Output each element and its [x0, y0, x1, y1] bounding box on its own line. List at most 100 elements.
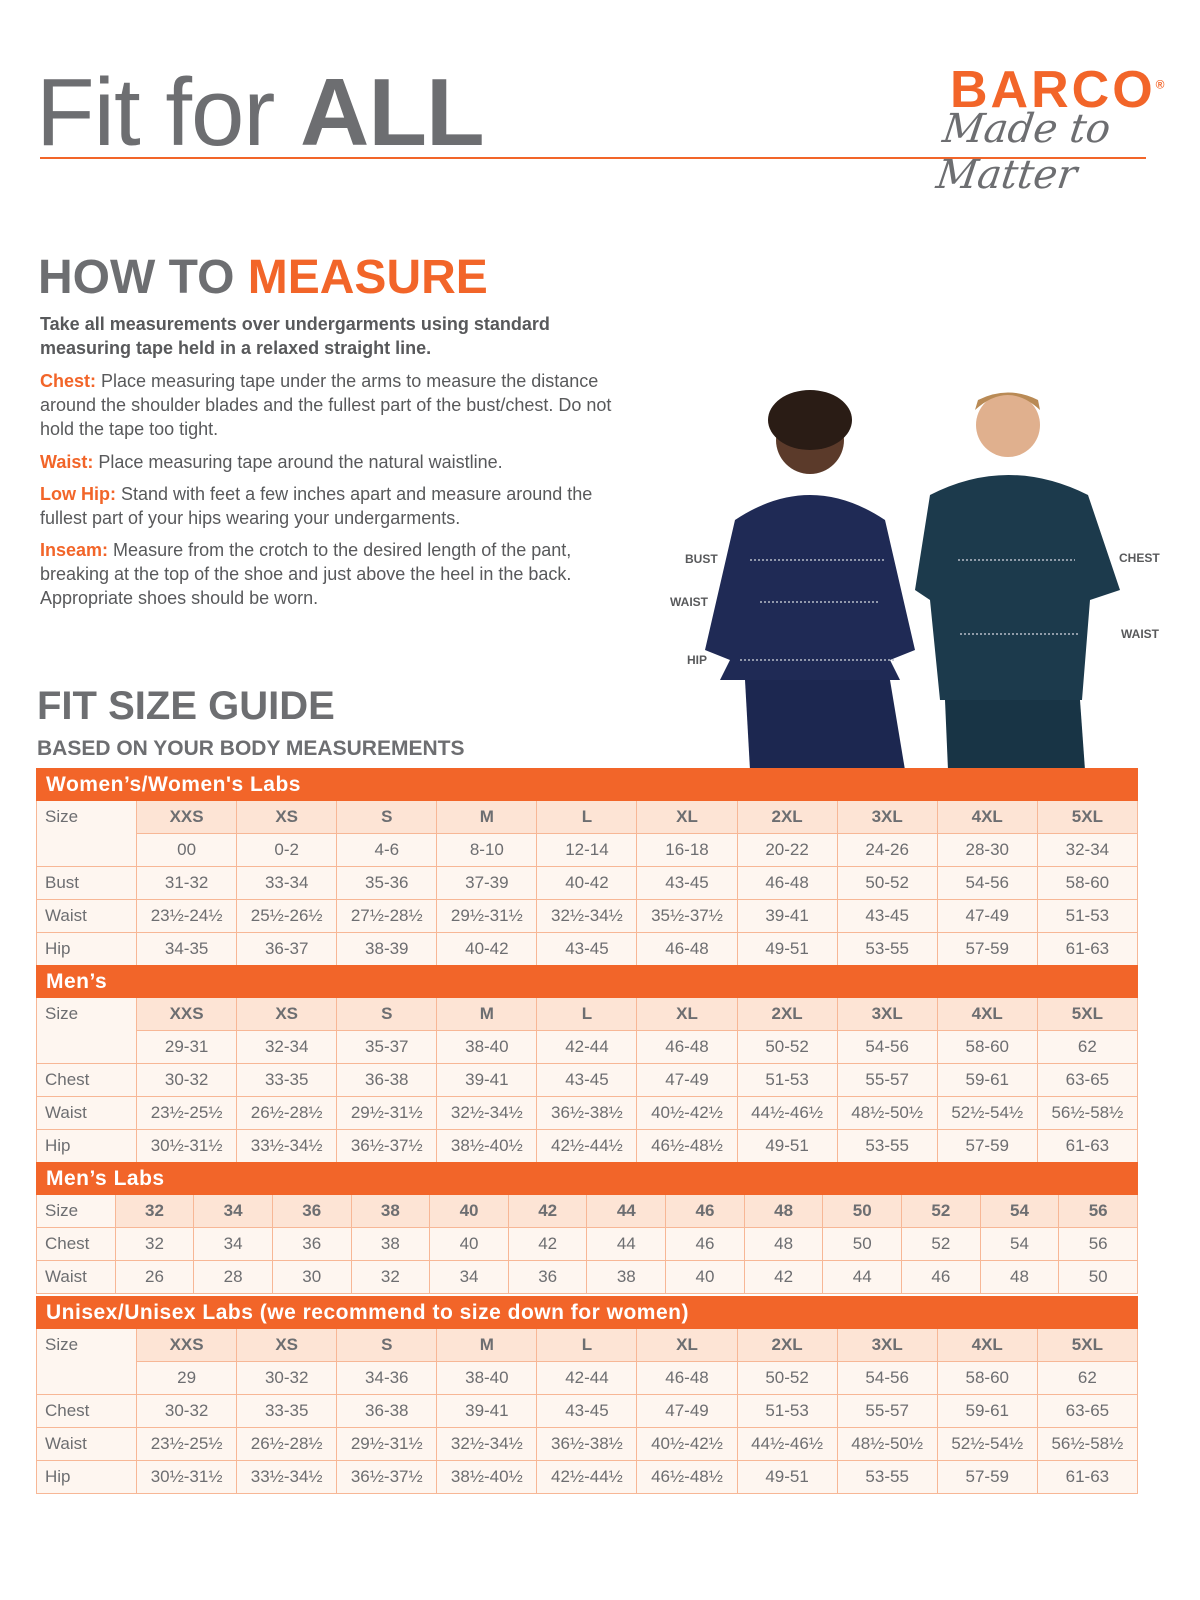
value-cell: 59-61 [936, 1063, 1038, 1097]
value-cell: 26½-28½ [236, 1096, 338, 1130]
numeric-size-cell: 35-37 [336, 1030, 438, 1064]
value-cell: 53-55 [836, 1129, 938, 1163]
value-cell: 32½-34½ [536, 899, 638, 933]
fit-size-guide-subheading: BASED ON YOUR BODY MEASUREMENTS [37, 737, 465, 760]
value-cell: 30½-31½ [136, 1129, 238, 1163]
value-cell: 47-49 [636, 1394, 738, 1428]
models-photo [705, 390, 1120, 770]
value-cell: 50-52 [836, 866, 938, 900]
value-cell: 61-63 [1036, 1129, 1139, 1163]
value-cell: 29½-31½ [336, 1096, 438, 1130]
value-cell: 30½-31½ [136, 1460, 238, 1494]
value-cell: 42 [507, 1227, 588, 1261]
row-label: Size [35, 997, 138, 1064]
row-label: Size [35, 1328, 138, 1395]
table-row: Hip 34-35 36-37 38-39 40-42 43-45 46-48 49-51 53… [35, 932, 1139, 966]
value-cell: 43-45 [536, 1394, 638, 1428]
value-cell: 36-37 [236, 932, 338, 966]
value-cell: 36 [271, 1227, 352, 1261]
value-cell: 39-41 [736, 899, 838, 933]
value-cell: 30-32 [136, 1394, 238, 1428]
size-table-0: Women’s/Women's Labs Size XXS XS S M L XL 2XL 3XL… [35, 768, 1139, 966]
value-cell: 26½-28½ [236, 1427, 338, 1461]
value-cell: 56½-58½ [1036, 1427, 1139, 1461]
value-cell: 35-36 [336, 866, 438, 900]
value-cell: 30-32 [136, 1063, 238, 1097]
size-cell: 36 [271, 1194, 352, 1228]
numeric-size-cell: 32-34 [1036, 833, 1139, 867]
value-cell: 40-42 [536, 866, 638, 900]
value-cell: 29½-31½ [436, 899, 538, 933]
value-cell: 36 [507, 1260, 588, 1294]
size-cell: 44 [586, 1194, 667, 1228]
size-cell: L [536, 1328, 638, 1362]
table-row: Bust 31-32 33-34 35-36 37-39 40-42 43-45 46-48 5… [35, 866, 1139, 900]
size-cell: 3XL [836, 1328, 938, 1362]
value-cell: 38½-40½ [436, 1129, 538, 1163]
value-cell: 61-63 [1036, 1460, 1139, 1494]
value-cell: 34 [429, 1260, 509, 1294]
value-cell: 43-45 [836, 899, 938, 933]
size-cell: 42 [507, 1194, 588, 1228]
brand-logo: BARCO® [950, 61, 1168, 119]
value-cell: 44½-46½ [736, 1427, 838, 1461]
woman-figure [705, 390, 915, 770]
value-cell: 40 [429, 1227, 509, 1261]
value-cell: 38 [350, 1227, 431, 1261]
numeric-size-cell: 50-52 [736, 1030, 838, 1064]
value-cell: 49-51 [736, 932, 838, 966]
value-cell: 51-53 [1036, 899, 1139, 933]
value-cell: 47-49 [636, 1063, 738, 1097]
value-cell: 38-39 [336, 932, 438, 966]
size-cell: S [336, 800, 438, 834]
size-cell: M [436, 1328, 538, 1362]
size-cell: XS [236, 800, 338, 834]
size-table-3: Unisex/Unisex Labs (we recommend to size… [35, 1296, 1139, 1494]
value-cell: 38½-40½ [436, 1460, 538, 1494]
value-cell: 48 [743, 1227, 824, 1261]
numeric-size-cell: 12-14 [536, 833, 638, 867]
value-cell: 33-34 [236, 866, 338, 900]
page-title: Fit for ALL [36, 59, 485, 166]
numeric-size-cell: 54-56 [836, 1030, 938, 1064]
size-cell: 4XL [936, 800, 1038, 834]
value-cell: 48½-50½ [836, 1427, 938, 1461]
measure-intro: Take all measurements over undergarments… [40, 314, 550, 358]
table-row: Waist 23½-25½ 26½-28½ 29½-31½ 32½-34½ 36½-38½… [35, 1096, 1139, 1130]
table-row: Waist 23½-24½ 25½-26½ 27½-28½ 29½-31½ 32½-34½… [35, 899, 1139, 933]
chest-label: CHEST [1119, 551, 1160, 565]
value-cell: 56 [1058, 1227, 1138, 1261]
man-figure [915, 392, 1120, 770]
size-cell: XS [236, 997, 338, 1031]
size-cell: 5XL [1036, 1328, 1139, 1362]
numeric-size-cell: 29-31 [136, 1030, 238, 1064]
value-cell: 46 [901, 1260, 981, 1294]
table-row: Hip 30½-31½ 33½-34½ 36½-37½ 38½-40½ 42½-44½ 46… [35, 1129, 1139, 1163]
value-cell: 54-56 [936, 866, 1038, 900]
value-cell: 55-57 [836, 1394, 938, 1428]
size-cell: L [536, 997, 638, 1031]
numeric-size-cell: 46-48 [636, 1361, 738, 1395]
row-label: Hip [35, 1129, 138, 1163]
table-row: Waist 23½-25½ 26½-28½ 29½-31½ 32½-34½ 36½-38½… [35, 1427, 1139, 1461]
table-row: Size XXS XS S M L XL 2XL 3XL 4XL 5XL [35, 1328, 1139, 1395]
value-cell: 42½-44½ [536, 1129, 638, 1163]
value-cell: 61-63 [1036, 932, 1139, 966]
table-row: Waist 26 28 30 32 34 36 38 40 42 44 46 48 50 [36, 1260, 1138, 1294]
value-cell: 40 [665, 1260, 745, 1294]
table-row: Size XXS XS S M L XL 2XL 3XL 4XL 5XL [35, 997, 1139, 1064]
numeric-size-cell: 0-2 [236, 833, 338, 867]
size-cell: 3XL [836, 997, 938, 1031]
numeric-size-cell: 29 [136, 1361, 238, 1395]
size-cell: 38 [350, 1194, 431, 1228]
size-cell: XXS [136, 997, 238, 1031]
numeric-size-cell: 30-32 [236, 1361, 338, 1395]
value-cell: 32½-34½ [436, 1096, 538, 1130]
numeric-size-cell: 32-34 [236, 1030, 338, 1064]
row-label: Hip [35, 1460, 138, 1494]
value-cell: 32 [350, 1260, 431, 1294]
size-cell: XL [636, 1328, 738, 1362]
size-cell: XL [636, 997, 738, 1031]
value-cell: 43-45 [536, 1063, 638, 1097]
value-cell: 46½-48½ [636, 1129, 738, 1163]
